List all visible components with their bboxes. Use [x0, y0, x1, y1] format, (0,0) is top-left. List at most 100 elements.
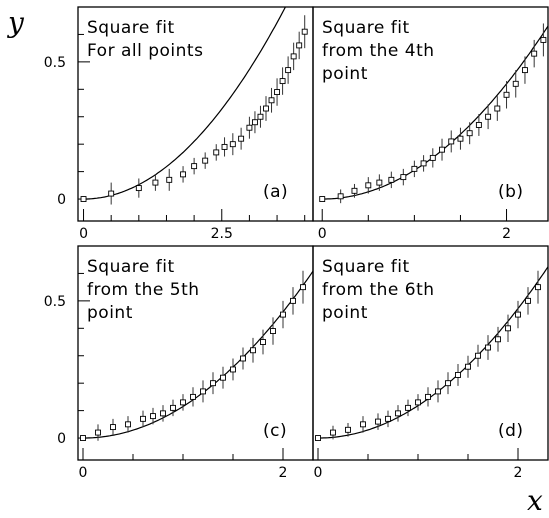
data-point	[296, 42, 303, 49]
data-point	[270, 328, 276, 335]
data-point	[385, 415, 391, 422]
data-point	[400, 174, 407, 181]
data-point	[495, 336, 501, 343]
annotation-line: point	[322, 303, 368, 323]
data-point	[80, 196, 87, 203]
data-point	[360, 421, 366, 428]
data-point	[190, 393, 196, 400]
data-point	[246, 124, 253, 131]
annotation-line: point	[322, 64, 368, 84]
y-tick-label: 0	[57, 431, 66, 447]
panel-b: 0 2 Square fit from the 4th point (b)	[312, 6, 549, 242]
data-point	[152, 179, 159, 186]
data-point	[315, 435, 321, 442]
data-point	[319, 196, 326, 203]
data-point	[160, 410, 166, 417]
data-point	[200, 388, 206, 395]
data-point	[376, 179, 383, 186]
data-point	[522, 67, 528, 74]
annotation-line: Square fit	[322, 18, 410, 38]
data-point	[455, 371, 461, 378]
data-point	[535, 284, 541, 291]
data-point	[221, 143, 228, 150]
data-point	[525, 297, 531, 304]
data-point	[257, 113, 264, 120]
annotation-line: from the 5th	[87, 280, 200, 300]
data-point	[240, 355, 246, 362]
data-point	[180, 399, 186, 406]
data-point	[210, 380, 216, 387]
annotation-line: Square fit	[87, 18, 175, 38]
x-axis-label: x	[527, 484, 543, 517]
data-point	[180, 171, 187, 178]
data-point	[263, 105, 269, 112]
panel-label: (a)	[263, 182, 288, 202]
x-tick-label: 2.5	[211, 226, 233, 242]
fit-curve	[83, 7, 287, 200]
data-point	[260, 339, 266, 345]
data-point	[405, 404, 411, 411]
annotation-line: from the 6th	[322, 280, 435, 300]
panel-d: 0 2 Square fit from the 6th point (d)	[312, 245, 549, 481]
data-point	[251, 119, 258, 126]
data-point	[365, 182, 372, 189]
data-point	[166, 176, 173, 183]
data-point	[337, 193, 344, 200]
data-point	[213, 149, 220, 156]
panel-c: 0 2 0 0.5 Square fit from the 5th point (c)	[44, 245, 314, 481]
data-point	[448, 138, 455, 145]
data-point	[229, 141, 236, 148]
data-point	[140, 415, 146, 422]
y-tick-label: 0.5	[44, 294, 66, 310]
data-point	[230, 366, 236, 373]
data-point	[290, 297, 296, 304]
panel-label: (d)	[498, 421, 524, 441]
data-point	[512, 80, 519, 87]
y-axis-label: y	[6, 6, 25, 39]
annotation-line: from the 4th	[322, 41, 435, 61]
data-point	[95, 429, 101, 436]
data-point	[466, 130, 473, 137]
data-point	[485, 344, 491, 351]
data-point	[290, 53, 297, 60]
data-point	[415, 399, 421, 406]
data-point	[268, 97, 275, 104]
annotation-line: Square fit	[87, 257, 175, 277]
x-tick-label: 2	[279, 465, 288, 481]
data-point	[475, 122, 482, 128]
data-point	[250, 347, 256, 354]
data-point	[485, 113, 492, 120]
data-point	[515, 311, 521, 318]
panel-label: (c)	[263, 421, 287, 441]
panel-frame	[312, 6, 549, 222]
data-point	[420, 160, 427, 167]
data-point	[285, 67, 292, 74]
data-point	[494, 105, 501, 112]
data-point	[202, 157, 209, 164]
annotation-line: point	[87, 303, 133, 323]
data-point	[505, 325, 511, 332]
data-point	[125, 421, 131, 428]
data-point	[150, 413, 156, 420]
annotation-line: For all points	[87, 41, 203, 61]
data-point	[170, 404, 176, 411]
x-tick-label: 2	[502, 226, 511, 242]
data-point	[351, 187, 358, 194]
x-tick-label: 2	[514, 465, 523, 481]
data-point	[135, 185, 142, 192]
data-point	[465, 363, 471, 370]
panel-a: 0 2.5 0 0.5 Square fit For all points (a)	[44, 6, 314, 242]
y-tick-label: 0.5	[44, 55, 66, 71]
data-point	[110, 424, 116, 431]
data-point	[540, 36, 547, 43]
data-point	[274, 89, 281, 96]
data-point	[411, 165, 418, 172]
data-point	[439, 146, 445, 153]
annotation-line: Square fit	[322, 257, 410, 277]
data-point	[301, 28, 308, 35]
data-point	[475, 352, 481, 359]
x-tick-label: 0	[314, 465, 323, 481]
panel-frame	[312, 245, 549, 461]
y-tick-label: 0	[57, 192, 66, 208]
